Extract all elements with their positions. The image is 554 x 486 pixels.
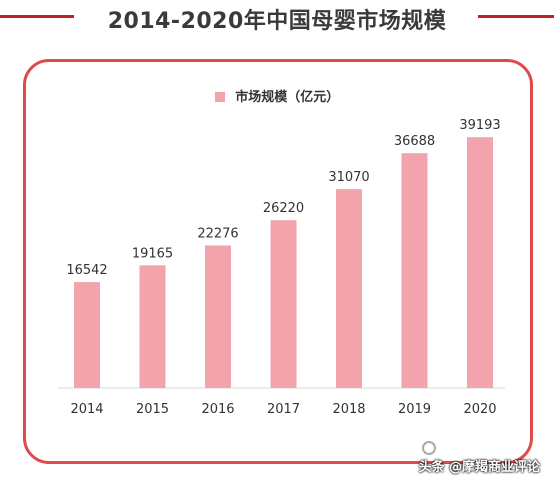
data-label-2019: 36688 <box>394 134 435 149</box>
data-label-2018: 31070 <box>328 170 369 185</box>
title-rule-right <box>478 15 554 18</box>
bar-2020 <box>467 137 493 388</box>
bar-2014 <box>74 282 100 388</box>
bar-2016 <box>205 245 231 388</box>
watermark-icon <box>422 441 436 455</box>
bar-2019 <box>401 153 428 388</box>
x-tick-2015: 2015 <box>136 402 169 417</box>
x-tick-2020: 2020 <box>463 402 496 417</box>
data-label-2017: 26220 <box>263 201 304 216</box>
watermark: 头条 @摩羯商业评论 <box>418 460 540 475</box>
legend-swatch <box>214 92 225 102</box>
title-rule-left <box>0 15 74 18</box>
x-tick-2016: 2016 <box>201 402 234 417</box>
x-tick-2018: 2018 <box>332 402 365 417</box>
bar-2015 <box>139 265 166 388</box>
bar-2018 <box>336 189 362 388</box>
data-label-2016: 22276 <box>197 226 238 241</box>
bar-2017 <box>270 220 297 388</box>
data-label-2020: 39193 <box>459 118 500 133</box>
legend-label: 市场规模（亿元） <box>235 90 340 105</box>
legend: 市场规模（亿元） <box>0 86 554 105</box>
x-tick-2019: 2019 <box>398 402 431 417</box>
x-tick-2017: 2017 <box>267 402 300 417</box>
x-tick-2014: 2014 <box>70 402 103 417</box>
data-label-2014: 16542 <box>66 263 107 278</box>
data-label-2015: 19165 <box>132 246 173 261</box>
chart-title: 2014-2020年中国母婴市场规模 <box>107 9 447 34</box>
